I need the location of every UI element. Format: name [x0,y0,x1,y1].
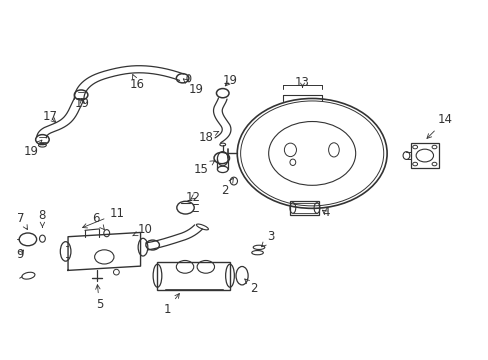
Text: 6: 6 [92,212,104,230]
Text: 8: 8 [39,209,46,228]
Text: 17: 17 [42,111,58,123]
Text: 19: 19 [222,74,237,87]
Text: 16: 16 [129,75,144,91]
Text: 4: 4 [321,206,329,219]
Text: 19: 19 [75,97,90,110]
Text: 9: 9 [16,248,23,261]
Text: 1: 1 [163,293,179,316]
Text: 2: 2 [221,178,233,197]
Text: 11: 11 [82,207,124,228]
Text: 19: 19 [183,79,203,96]
Text: 18: 18 [198,131,218,144]
Text: 7: 7 [18,212,27,230]
Text: 14: 14 [426,113,452,138]
Text: 3: 3 [261,230,274,247]
Text: 15: 15 [193,161,214,176]
Text: 2: 2 [244,279,257,294]
Text: 5: 5 [96,285,103,311]
Bar [290,201,319,215]
Bar [157,261,229,290]
Text: 19: 19 [23,140,42,158]
Text: 12: 12 [185,191,200,204]
Bar [410,144,438,168]
Text: 10: 10 [132,223,153,236]
Text: 13: 13 [294,76,309,89]
